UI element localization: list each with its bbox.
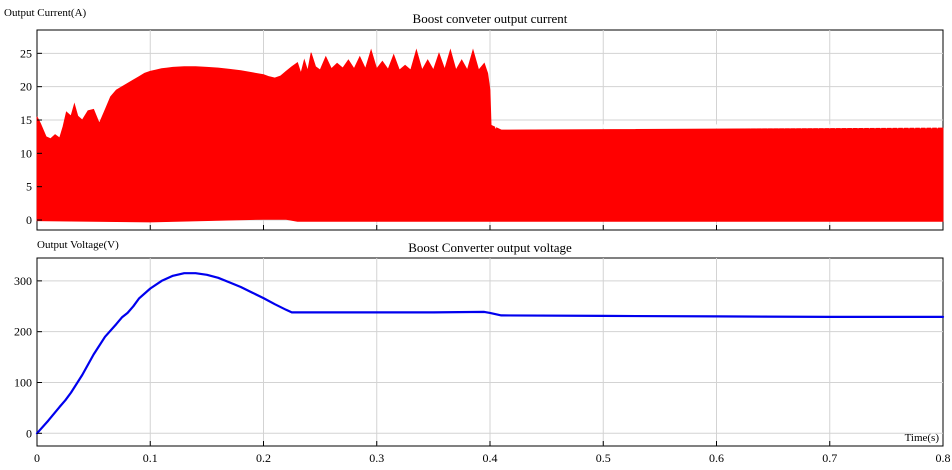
current-y-tick-label: 0	[26, 213, 32, 227]
current-y-ticks: 0 5 10 15 20 25	[20, 46, 42, 227]
current-series	[36, 48, 944, 223]
current-y-tick-label: 20	[20, 80, 32, 94]
voltage-series	[35, 272, 945, 435]
voltage-series-line	[35, 272, 945, 435]
current-x-ticks	[36, 225, 944, 230]
voltage-x-tick-label: 0.2	[256, 451, 271, 465]
voltage-y-axis-label: Output Voltage(V)	[37, 239, 119, 251]
current-y-tick-label: 5	[26, 180, 32, 194]
current-series-band	[36, 48, 944, 223]
current-y-tick-label: 25	[20, 46, 32, 60]
voltage-title: Boost Converter output voltage	[408, 240, 572, 255]
voltage-x-ticks: 0 0.1 0.2 0.3 0.4 0.5 0.6 0.7 0.8	[34, 441, 951, 465]
voltage-x-axis-label: Time(s)	[905, 432, 940, 444]
current-title: Boost conveter output current	[413, 11, 568, 26]
voltage-x-tick-label: 0.1	[143, 451, 158, 465]
current-y-tick-label: 15	[20, 113, 32, 127]
voltage-x-tick-label: 0.7	[822, 451, 837, 465]
voltage-x-tick-label: 0.8	[936, 451, 951, 465]
current-chart: 0 5 10 15 20 25 Boost conveter output current…	[4, 7, 944, 231]
voltage-x-tick-label: 0.6	[709, 451, 724, 465]
voltage-chart: 0 100 200 300 0 0.1 0.2 0.3 0.4 0.5 0.6 0.7 0.8 Boo…	[14, 239, 951, 465]
voltage-x-tick-label: 0.4	[483, 451, 498, 465]
voltage-x-tick-label: 0	[34, 451, 40, 465]
voltage-y-tick-label: 300	[14, 274, 32, 288]
current-y-axis-label: Output Current(A)	[4, 7, 87, 19]
voltage-y-tick-label: 0	[26, 426, 32, 440]
voltage-y-tick-label: 100	[14, 375, 32, 389]
voltage-y-tick-label: 200	[14, 325, 32, 339]
current-y-tick-label: 10	[20, 146, 32, 160]
voltage-grid	[37, 258, 943, 446]
voltage-y-ticks: 0 100 200 300	[14, 274, 42, 440]
voltage-x-tick-label: 0.3	[369, 451, 384, 465]
voltage-x-tick-label: 0.5	[596, 451, 611, 465]
